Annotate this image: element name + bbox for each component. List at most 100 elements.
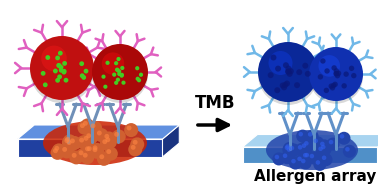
Circle shape bbox=[128, 142, 142, 157]
Circle shape bbox=[341, 83, 347, 89]
Circle shape bbox=[102, 131, 116, 145]
Circle shape bbox=[62, 147, 67, 152]
Circle shape bbox=[284, 145, 297, 158]
Circle shape bbox=[64, 138, 78, 152]
Circle shape bbox=[270, 55, 276, 61]
Circle shape bbox=[55, 56, 60, 60]
Circle shape bbox=[77, 121, 91, 135]
Circle shape bbox=[43, 82, 48, 87]
Circle shape bbox=[112, 129, 126, 143]
Circle shape bbox=[334, 68, 339, 74]
Circle shape bbox=[104, 147, 118, 161]
Circle shape bbox=[318, 146, 323, 151]
Circle shape bbox=[116, 78, 120, 82]
Circle shape bbox=[288, 68, 294, 74]
Polygon shape bbox=[243, 134, 378, 147]
Circle shape bbox=[299, 141, 313, 154]
Circle shape bbox=[121, 81, 125, 85]
Circle shape bbox=[340, 134, 344, 139]
Circle shape bbox=[310, 154, 314, 158]
Circle shape bbox=[318, 74, 323, 79]
Circle shape bbox=[55, 78, 60, 83]
Circle shape bbox=[130, 137, 144, 151]
Circle shape bbox=[135, 66, 139, 70]
Ellipse shape bbox=[266, 130, 358, 170]
Circle shape bbox=[318, 55, 340, 77]
Circle shape bbox=[67, 140, 71, 145]
Circle shape bbox=[302, 139, 315, 152]
Circle shape bbox=[114, 132, 119, 137]
Circle shape bbox=[338, 132, 350, 145]
Circle shape bbox=[336, 70, 341, 76]
Circle shape bbox=[58, 51, 63, 56]
Circle shape bbox=[295, 154, 308, 167]
Circle shape bbox=[309, 50, 363, 104]
Circle shape bbox=[85, 146, 90, 151]
Circle shape bbox=[83, 153, 88, 158]
Circle shape bbox=[343, 145, 356, 158]
Circle shape bbox=[101, 75, 105, 79]
Circle shape bbox=[114, 61, 118, 65]
Circle shape bbox=[281, 84, 287, 90]
Circle shape bbox=[116, 68, 120, 72]
Circle shape bbox=[309, 47, 363, 101]
Circle shape bbox=[283, 142, 296, 155]
Circle shape bbox=[287, 147, 291, 152]
Circle shape bbox=[59, 65, 64, 70]
Circle shape bbox=[79, 138, 84, 142]
Circle shape bbox=[307, 151, 320, 165]
Circle shape bbox=[51, 146, 65, 160]
Circle shape bbox=[117, 72, 121, 76]
Polygon shape bbox=[17, 139, 163, 157]
Circle shape bbox=[319, 142, 332, 155]
Circle shape bbox=[333, 71, 339, 76]
Circle shape bbox=[308, 132, 312, 137]
Circle shape bbox=[296, 69, 302, 75]
Circle shape bbox=[316, 160, 320, 165]
Circle shape bbox=[273, 152, 285, 165]
Circle shape bbox=[268, 51, 293, 75]
Circle shape bbox=[120, 73, 124, 77]
Circle shape bbox=[258, 42, 318, 102]
Circle shape bbox=[124, 123, 138, 137]
Circle shape bbox=[59, 68, 64, 73]
Circle shape bbox=[80, 150, 94, 164]
Circle shape bbox=[57, 63, 62, 68]
Circle shape bbox=[320, 58, 325, 64]
Circle shape bbox=[79, 150, 84, 155]
Circle shape bbox=[84, 69, 88, 73]
Circle shape bbox=[57, 74, 62, 79]
Circle shape bbox=[56, 63, 61, 68]
Circle shape bbox=[84, 144, 98, 158]
Text: Allergen array: Allergen array bbox=[254, 169, 376, 184]
Circle shape bbox=[285, 66, 291, 72]
Circle shape bbox=[103, 135, 117, 149]
Circle shape bbox=[60, 145, 74, 159]
Circle shape bbox=[322, 156, 326, 160]
Circle shape bbox=[334, 71, 339, 76]
Circle shape bbox=[115, 68, 119, 72]
Circle shape bbox=[92, 44, 148, 100]
Circle shape bbox=[318, 139, 331, 152]
Circle shape bbox=[139, 73, 143, 77]
Circle shape bbox=[91, 123, 96, 128]
Circle shape bbox=[320, 142, 325, 146]
Circle shape bbox=[302, 151, 315, 163]
Circle shape bbox=[62, 70, 66, 75]
Circle shape bbox=[289, 157, 302, 170]
Circle shape bbox=[63, 134, 77, 148]
Circle shape bbox=[117, 69, 121, 73]
Circle shape bbox=[41, 46, 67, 71]
Circle shape bbox=[282, 143, 296, 156]
Polygon shape bbox=[17, 125, 179, 139]
Circle shape bbox=[302, 63, 308, 69]
Circle shape bbox=[68, 136, 82, 150]
Circle shape bbox=[303, 153, 308, 157]
Circle shape bbox=[90, 145, 104, 159]
Circle shape bbox=[52, 143, 66, 157]
Circle shape bbox=[280, 82, 286, 88]
Circle shape bbox=[102, 139, 107, 144]
Polygon shape bbox=[163, 125, 179, 157]
Circle shape bbox=[97, 131, 102, 135]
Circle shape bbox=[296, 130, 309, 143]
